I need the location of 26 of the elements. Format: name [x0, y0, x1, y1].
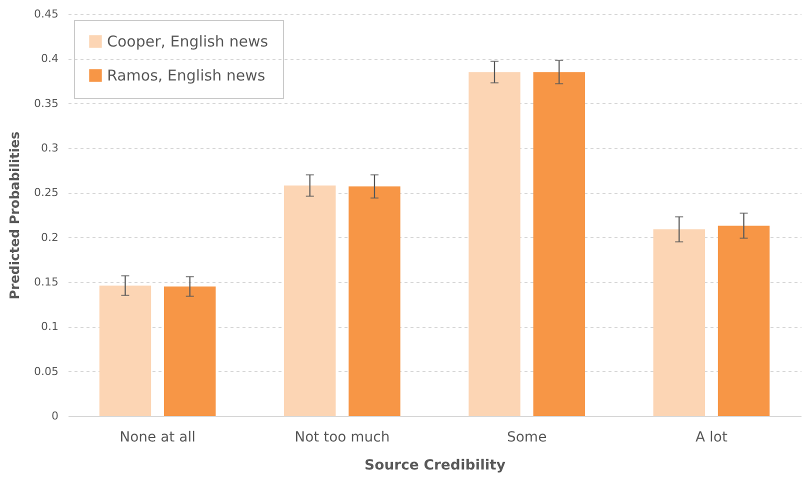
- legend-label: Cooper, English news: [107, 32, 268, 50]
- bar: [164, 286, 216, 416]
- y-tick-label: 0.05: [34, 364, 58, 378]
- y-tick-label: 0.2: [41, 230, 58, 244]
- y-axis-title: Predicted Probabilities: [8, 131, 24, 300]
- bar: [653, 229, 705, 416]
- x-tick-label: Not too much: [294, 430, 390, 446]
- legend-label: Ramos, English news: [107, 66, 266, 84]
- bar: [533, 72, 585, 416]
- y-tick-label: 0.15: [34, 276, 58, 288]
- y-tick-label: 0.35: [34, 96, 58, 110]
- y-tick-label: 0.1: [41, 320, 58, 334]
- x-tick-label: None at all: [120, 430, 196, 446]
- y-tick-label: 0.45: [34, 8, 58, 20]
- y-tick-label: 0: [52, 410, 58, 422]
- x-tick-label: A lot: [695, 430, 728, 446]
- bar: [468, 72, 520, 416]
- x-axis-title: Source Credibility: [364, 458, 506, 474]
- y-tick-label: 0.3: [41, 142, 58, 154]
- bar: [284, 186, 336, 416]
- y-tick-label: 0.4: [41, 52, 58, 66]
- bar: [99, 286, 152, 416]
- y-tick-label: 0.25: [34, 186, 58, 200]
- x-tick-label: Some: [506, 430, 547, 446]
- bar: [718, 226, 770, 416]
- bar: [348, 186, 400, 416]
